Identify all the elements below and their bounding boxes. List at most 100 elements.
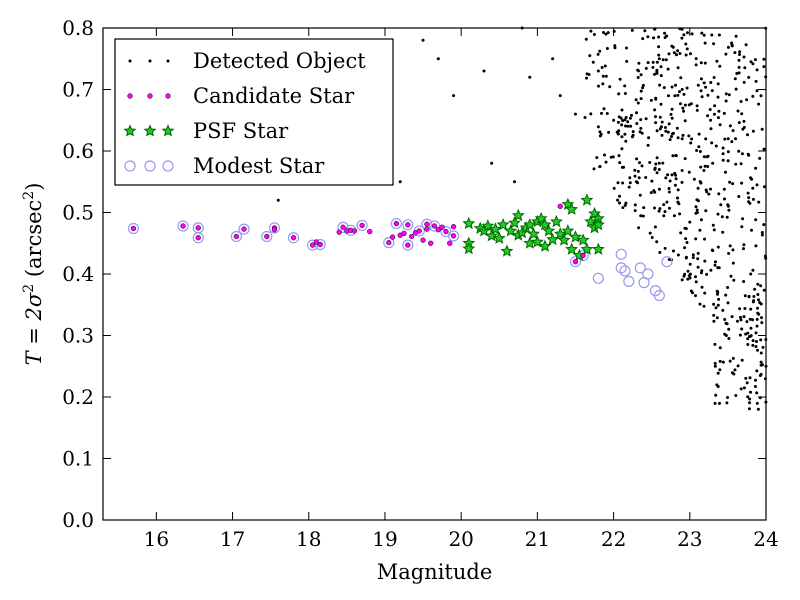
detected-object-point [677,202,681,206]
candidate-star-point [351,228,358,234]
detected-object-point [731,182,735,186]
detected-object-point [616,198,620,202]
detected-object-point [598,134,602,138]
psf-star-point [462,241,476,255]
detected-object-point [680,36,684,40]
detected-object-point [736,109,740,113]
detected-object-point [628,176,632,180]
detected-object-point [740,358,744,362]
modest-star-point [653,289,665,302]
detected-object-point [618,77,622,81]
psf-star-point [534,211,548,225]
detected-object-point [639,97,643,101]
x-tick-label: 23 [677,527,702,551]
modest-star-point [230,230,242,243]
detected-object-point [592,33,596,36]
detected-object-point [694,57,698,61]
detected-object-point [672,249,675,253]
detected-object-point [650,179,654,183]
detected-object-point [635,111,638,115]
detected-object-point [675,126,679,130]
detected-object-point [762,65,766,69]
y-label-unit: (arcsec [22,200,46,284]
detected-object-point [628,181,632,185]
detected-object-point [596,125,600,129]
detected-object-point [712,302,716,306]
detected-object-point [691,291,694,295]
detected-object-point [612,186,616,190]
legend-label-psf-star: PSF Star [193,119,289,143]
detected-object-point [754,166,758,170]
candidate-star-point [443,228,449,235]
detected-object-point [669,112,673,116]
detected-object-point [709,187,712,191]
detected-object-point [662,203,666,207]
detected-object-point [694,294,697,298]
detected-object-point [737,58,741,62]
detected-object-point [717,266,721,270]
detected-object-point [602,31,605,34]
legend-box [114,38,394,186]
detected-object-point [687,134,691,138]
detected-object-point [647,136,651,140]
detected-object-point [755,369,759,373]
modest-star-point [287,232,300,244]
detected-object-point [710,89,714,93]
detected-object-point [687,103,691,107]
legend-marker-detected [148,59,152,63]
detected-object-point [558,94,562,98]
detected-object-point [713,104,717,108]
detected-object-point [690,137,694,141]
detected-object-point [659,74,663,78]
detected-object-point [750,228,753,232]
y-tick-label: 0.1 [62,447,94,471]
detected-object-point [674,154,678,158]
detected-object-point [653,225,657,229]
detected-object-point [596,69,600,73]
detected-object-point [716,245,720,249]
candidate-star-point [420,237,426,243]
detected-object-point [658,83,662,87]
detected-object-point [637,226,641,230]
detected-object-point [751,343,755,347]
detected-object-point [617,92,621,96]
detected-object-point [710,33,714,37]
detected-object-point [668,179,672,183]
y-tick-label: 0.6 [62,139,94,163]
detected-object-point [631,130,635,134]
detected-object-point [657,209,661,213]
detected-object-point [670,135,673,138]
detected-object-point [717,192,721,196]
detected-object-point [692,177,696,181]
detected-object-point [664,58,668,62]
detected-object-point [716,212,720,216]
detected-object-point [727,93,731,97]
psf-star-point [511,208,525,222]
modest-star-point [402,219,414,231]
detected-object-point [748,397,752,401]
detected-object-point [452,94,456,98]
candidate-star-point [450,233,457,239]
detected-object-point [587,73,591,76]
detected-object-point [705,272,709,276]
detected-object-point [598,130,602,134]
detected-object-point [604,160,608,164]
candidate-star-point [340,224,346,230]
detected-object-point [726,159,730,163]
detected-object-point [676,253,680,257]
detected-object-point [655,171,659,175]
detected-object-point [660,133,664,137]
detected-object-point [617,154,621,158]
detected-object-point [695,149,699,152]
detected-object-point [703,237,706,241]
detected-object-point [748,401,751,405]
detected-object-point [703,164,707,168]
detected-object-point [596,52,600,56]
detected-object-point [702,169,706,172]
detected-object-point [723,137,727,141]
detected-object-point [712,319,716,323]
detected-object-point [683,157,687,161]
detected-object-point [683,119,687,123]
psf-star-point [462,216,476,230]
detected-object-point [694,237,698,241]
